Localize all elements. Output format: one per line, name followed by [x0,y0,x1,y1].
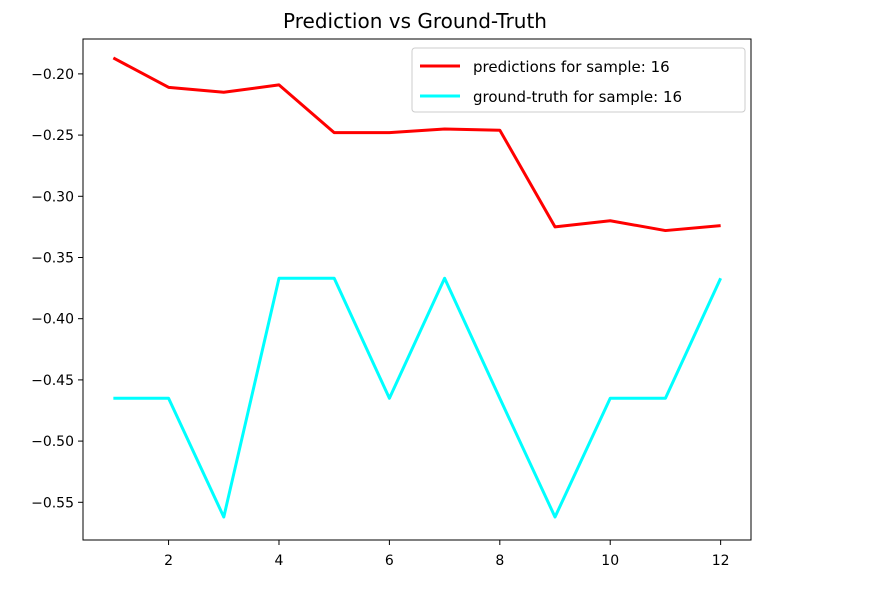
y-tick-label: −0.25 [31,128,74,144]
y-tick-label: −0.55 [31,495,74,511]
y-tick-label: −0.45 [31,373,74,389]
y-tick-label: −0.30 [31,189,74,205]
series-line-predictions [112,56,721,233]
x-tick-label: 4 [275,553,284,569]
legend-label-ground-truth: ground-truth for sample: 16 [473,88,682,106]
legend: predictions for sample: 16 ground-truth … [411,47,746,113]
legend-label-predictions: predictions for sample: 16 [473,58,670,76]
legend-box [411,47,746,113]
plot-frame [82,38,752,541]
x-tick-label: 8 [495,553,504,569]
x-tick-label: 10 [601,553,619,569]
x-tick-label: 12 [712,553,730,569]
y-tick-label: −0.20 [31,67,74,83]
y-tick-label: −0.50 [31,434,74,450]
x-axis: 2 4 6 8 10 12 [164,540,730,569]
y-axis: −0.20 −0.25 −0.30 −0.35 −0.40 −0.45 −0.50 −0.55 [31,67,83,511]
x-tick-label: 2 [164,553,173,569]
chart-title: Prediction vs Ground-Truth [283,9,547,33]
y-tick-label: −0.35 [31,250,74,266]
series-layer [112,56,723,519]
y-tick-label: −0.40 [31,312,74,328]
x-tick-label: 6 [385,553,394,569]
series-line-ground-truth [113,276,723,519]
